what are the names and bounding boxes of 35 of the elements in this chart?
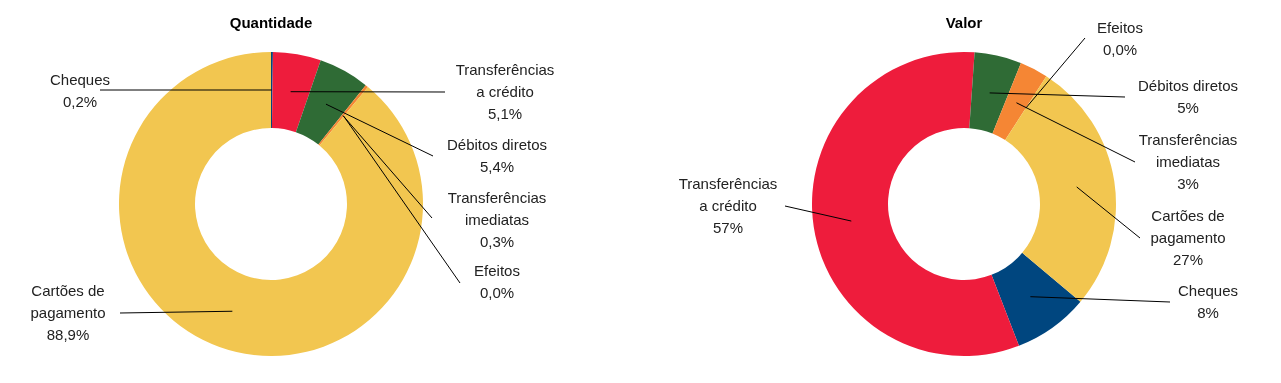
donut-slice bbox=[271, 52, 321, 133]
slice-label: Transferências a crédito bbox=[455, 61, 555, 100]
slice-label: Transferências imediatas bbox=[447, 189, 547, 228]
donut-slice bbox=[119, 52, 423, 356]
chart-title: Valor bbox=[945, 14, 983, 31]
data-label: 27% bbox=[1172, 251, 1204, 268]
text: 0,0% bbox=[1102, 41, 1138, 58]
slice-label: Transferências a crédito bbox=[678, 175, 778, 214]
donut-slice bbox=[992, 63, 1047, 141]
donut-slice bbox=[318, 85, 368, 146]
data-label: 3% bbox=[1177, 175, 1199, 192]
donut-slice bbox=[991, 252, 1081, 346]
slice-label: Cheques bbox=[49, 71, 111, 88]
slice-label: Débitos diretos bbox=[1137, 77, 1239, 94]
slice-label: Cheques bbox=[1177, 282, 1239, 299]
category-label: Efeitos bbox=[1097, 19, 1143, 36]
donut-slice bbox=[295, 60, 366, 145]
donut-slice bbox=[1005, 76, 1116, 302]
slice-label: Transferências imediatas bbox=[1138, 131, 1238, 170]
slice-label: Cartões de pagamento bbox=[1150, 207, 1226, 246]
data-label: 88,9% bbox=[46, 326, 90, 343]
data-label: 0,2% bbox=[62, 93, 98, 110]
data-label: 8% bbox=[1197, 304, 1219, 321]
category-label: Efeitos bbox=[474, 262, 520, 279]
slice-label: Cartões de pagamento bbox=[30, 282, 106, 321]
chart-title: Quantidade bbox=[229, 14, 313, 31]
data-label: 5% bbox=[1177, 99, 1199, 116]
donut-slice bbox=[812, 52, 1019, 356]
data-label: 57% bbox=[712, 219, 744, 236]
data-label: 0,3% bbox=[479, 233, 515, 250]
donut-slice bbox=[969, 52, 1021, 134]
data-label: 5,1% bbox=[487, 105, 523, 122]
text: 0,0% bbox=[479, 284, 515, 301]
data-label: 5,4% bbox=[479, 158, 515, 175]
slice-label: Débitos diretos bbox=[446, 136, 548, 153]
